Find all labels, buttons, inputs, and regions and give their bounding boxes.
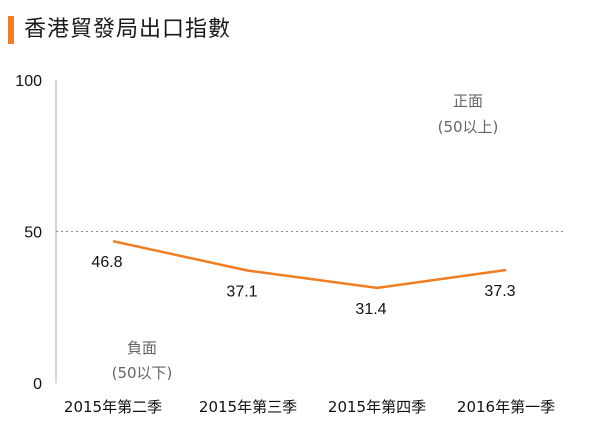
title-accent-bar — [8, 16, 14, 44]
y-tick-label: 50 — [24, 225, 42, 242]
negative-annotation-label: 負面 — [127, 339, 157, 357]
chart-title: 香港貿發局出口指數 — [24, 17, 232, 42]
positive-annotation-range: (50以上) — [438, 118, 499, 136]
x-tick-label: 2016年第一季 — [457, 398, 555, 416]
data-label: 31.4 — [355, 301, 386, 318]
data-label: 37.1 — [226, 284, 257, 301]
y-tick-label: 0 — [33, 376, 42, 393]
data-label: 46.8 — [91, 254, 122, 271]
y-tick-label: 100 — [15, 73, 42, 90]
x-tick-label: 2015年第二季 — [64, 398, 162, 416]
x-tick-label: 2015年第四季 — [328, 398, 426, 416]
positive-annotation-label: 正面 — [453, 92, 483, 110]
negative-annotation-range: (50以下) — [112, 364, 173, 382]
series-line — [112, 239, 507, 290]
data-label: 37.3 — [484, 283, 515, 300]
x-tick-label: 2015年第三季 — [199, 398, 297, 416]
